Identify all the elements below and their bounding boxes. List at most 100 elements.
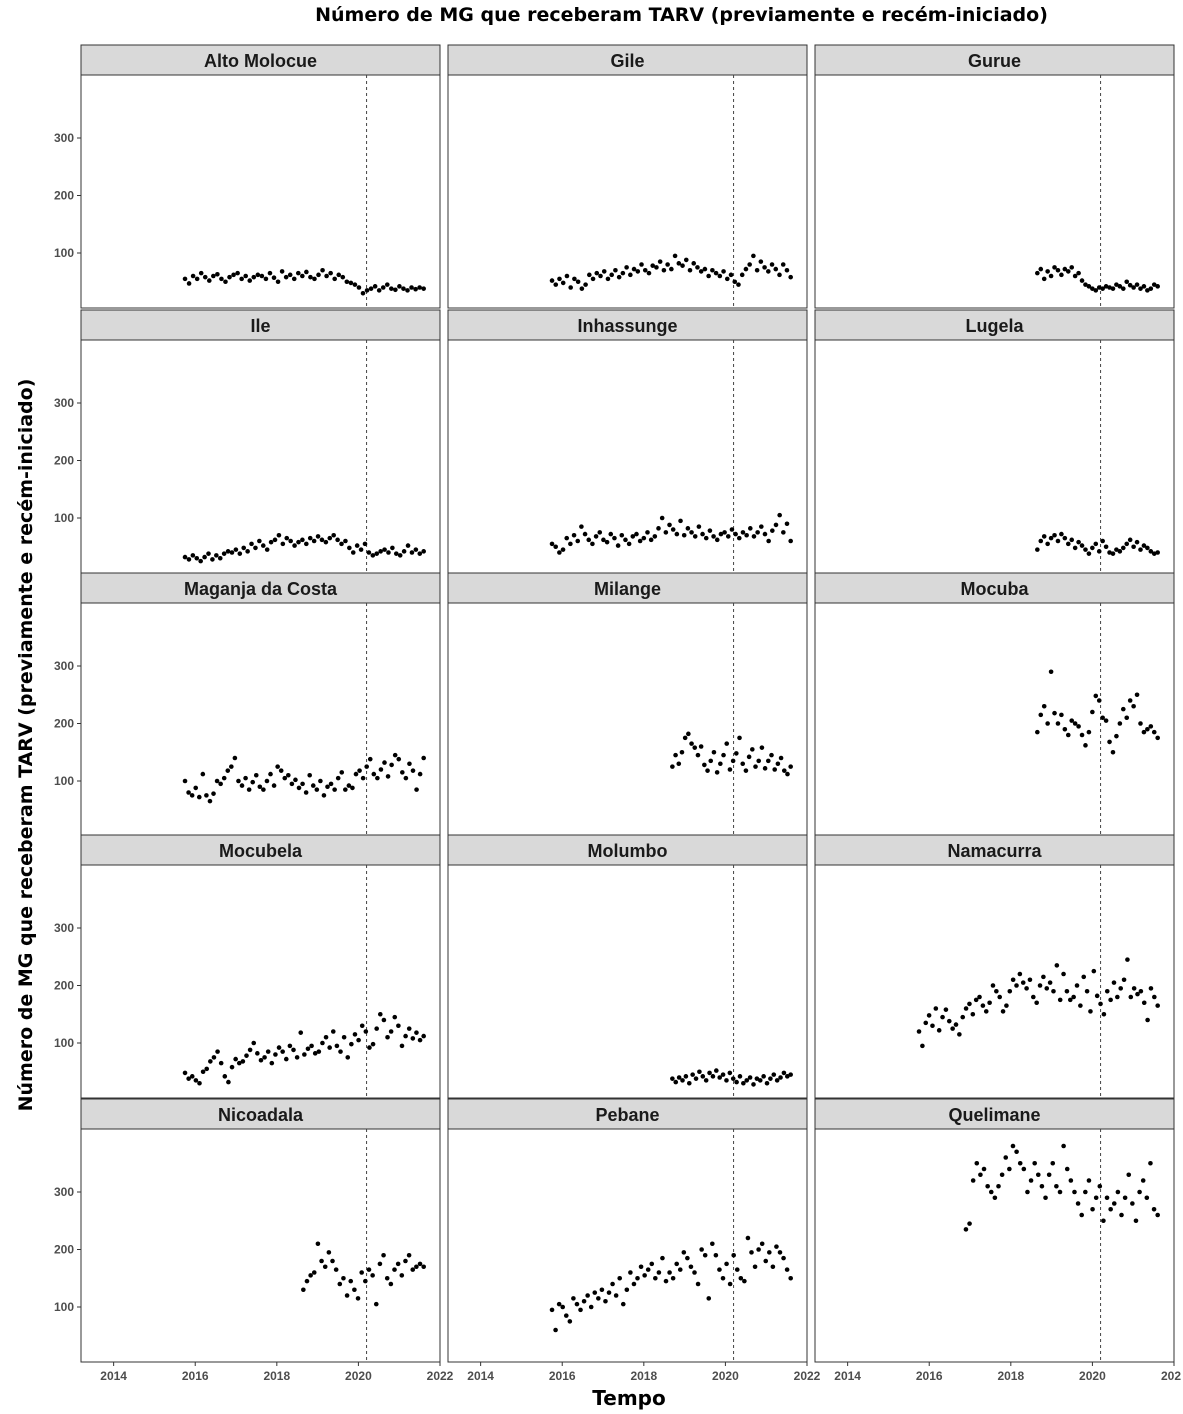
data-point	[1114, 282, 1119, 287]
data-point	[781, 530, 786, 535]
data-point	[344, 1293, 350, 1298]
data-point	[286, 772, 291, 778]
data-point	[208, 1059, 213, 1064]
data-point	[186, 281, 192, 286]
panel-quelimane	[814, 1128, 1175, 1363]
data-point	[301, 1287, 306, 1293]
data-point	[269, 1060, 275, 1066]
data-point	[703, 1078, 709, 1083]
data-point	[623, 537, 628, 543]
data-point	[1072, 721, 1078, 726]
data-point	[653, 1275, 658, 1281]
data-point	[1020, 980, 1026, 985]
data-point	[620, 270, 626, 276]
data-point	[307, 535, 313, 541]
data-point	[1086, 551, 1092, 556]
data-point	[308, 274, 313, 280]
data-point	[300, 537, 305, 543]
data-point	[774, 1078, 780, 1083]
data-point	[788, 274, 793, 280]
data-point	[292, 543, 297, 548]
data-point	[1045, 541, 1050, 547]
data-point	[377, 1011, 383, 1017]
data-point	[334, 1043, 340, 1049]
data-point	[585, 1293, 590, 1298]
strip-quelimane	[814, 1098, 1175, 1130]
x-tick-label: 2018	[263, 1369, 290, 1383]
data-point	[1052, 532, 1057, 538]
data-point	[620, 1301, 626, 1307]
data-point	[373, 1301, 379, 1307]
data-point	[232, 755, 238, 761]
data-point	[750, 747, 755, 752]
panel-mocubela	[80, 864, 441, 1099]
data-point	[328, 781, 334, 787]
data-point	[1059, 272, 1064, 278]
data-point	[568, 541, 573, 547]
data-point	[626, 541, 632, 547]
data-point	[223, 279, 228, 285]
data-point	[686, 1080, 692, 1086]
data-point	[604, 539, 610, 545]
data-point	[672, 253, 678, 259]
data-point	[1121, 977, 1127, 983]
data-point	[312, 1051, 318, 1056]
data-point	[263, 276, 269, 282]
data-point	[765, 758, 771, 764]
data-point	[1144, 1195, 1150, 1201]
data-point	[1148, 286, 1154, 291]
data-point	[781, 1070, 787, 1076]
data-point	[697, 1069, 702, 1075]
y-tick-label: 100	[54, 1036, 74, 1050]
data-point	[239, 783, 245, 788]
data-point	[696, 524, 702, 529]
data-point	[267, 270, 273, 276]
data-point	[754, 1076, 760, 1081]
data-point	[190, 553, 196, 558]
data-point	[198, 270, 204, 276]
x-tick-label: 2014	[100, 1369, 127, 1383]
data-point	[743, 768, 749, 773]
data-point	[364, 764, 369, 769]
data-point	[1138, 988, 1144, 994]
data-point	[332, 276, 337, 282]
data-point	[1127, 698, 1133, 703]
data-point	[660, 1255, 665, 1261]
data-point	[1090, 709, 1095, 715]
data-point	[764, 1080, 770, 1086]
data-point	[784, 521, 790, 527]
data-point	[683, 1074, 689, 1079]
data-point	[705, 768, 710, 773]
data-point	[382, 760, 387, 765]
data-point	[253, 545, 258, 551]
data-point	[325, 784, 330, 790]
data-point	[1110, 749, 1116, 755]
data-point	[1007, 1166, 1012, 1172]
x-axis-label: Tempo	[592, 1386, 666, 1410]
data-point	[785, 771, 790, 777]
data-point	[296, 539, 301, 545]
data-point	[291, 1047, 296, 1053]
data-point	[678, 518, 683, 524]
data-point	[221, 551, 227, 556]
data-point	[271, 783, 277, 788]
data-point	[624, 265, 629, 270]
data-point	[392, 1267, 397, 1272]
data-point	[1057, 1189, 1063, 1195]
data-point	[1117, 284, 1123, 289]
data-point	[747, 1075, 753, 1080]
data-point	[239, 276, 244, 282]
data-point	[1079, 278, 1085, 283]
data-point	[564, 273, 570, 279]
strip-gile	[447, 44, 808, 76]
data-point	[777, 272, 782, 278]
data-point	[392, 752, 398, 758]
data-point	[557, 276, 562, 282]
data-point	[635, 269, 641, 274]
data-point	[265, 1049, 271, 1054]
data-point	[319, 537, 325, 543]
strip-label-lugela: Lugela	[965, 316, 1024, 336]
data-point	[983, 1009, 989, 1014]
data-point	[1117, 721, 1123, 726]
data-point	[311, 538, 317, 544]
